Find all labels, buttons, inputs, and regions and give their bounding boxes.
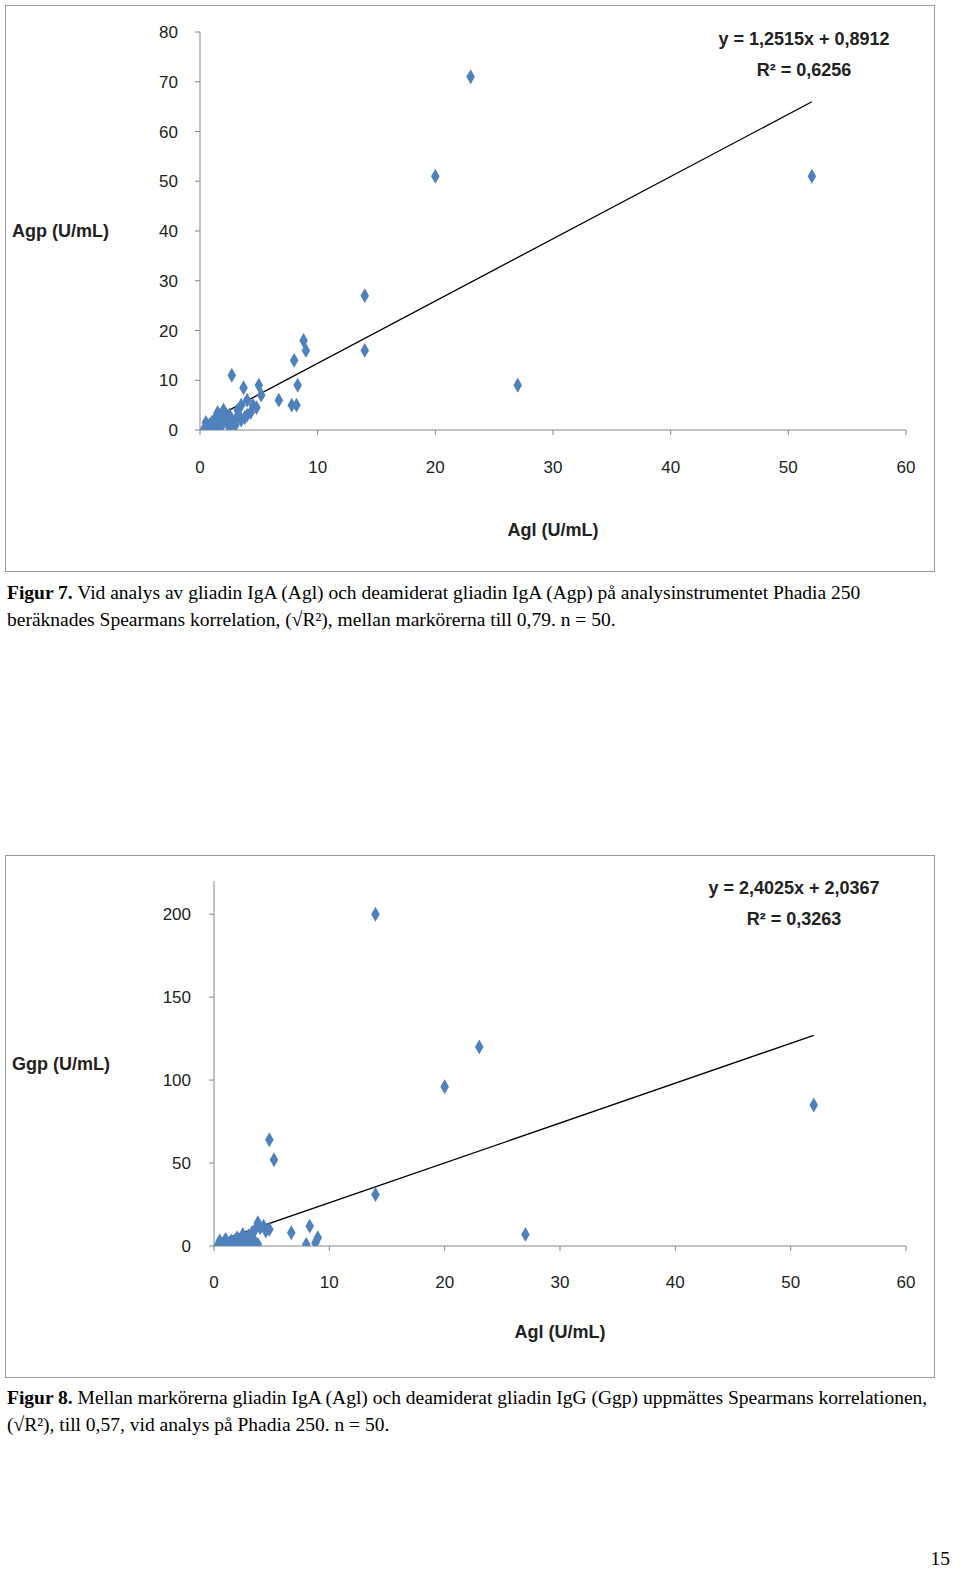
svg-text:80: 80: [159, 23, 178, 42]
svg-text:0: 0: [182, 1237, 191, 1256]
svg-text:20: 20: [426, 458, 445, 477]
svg-text:60: 60: [897, 1273, 916, 1292]
html-text:15: 15: [930, 1548, 950, 1569]
svg-text:Ggp (U/mL): Ggp (U/mL): [12, 1054, 110, 1074]
svg-text:50: 50: [779, 458, 798, 477]
svg-text:200: 200: [163, 905, 191, 924]
html-text:y = 1,2515x + 0,8912: y = 1,2515x + 0,8912: [718, 29, 890, 49]
svg-text:40: 40: [661, 458, 680, 477]
html-text:y = 2,4025x + 2,0367: y = 2,4025x + 2,0367: [708, 878, 880, 898]
svg-text:10: 10: [320, 1273, 339, 1292]
html-text:R² = 0,6256: R² = 0,6256: [756, 60, 852, 80]
svg-text:10: 10: [159, 371, 178, 390]
svg-text:30: 30: [159, 272, 178, 291]
svg-text:50: 50: [159, 172, 178, 191]
html-text:Figur 7. Vid analys av gliadin: Figur 7. Vid analys av gliadin IgA (Agl)…: [7, 582, 861, 630]
svg-text:30: 30: [544, 458, 563, 477]
svg-text:150: 150: [163, 988, 191, 1007]
svg-text:10: 10: [308, 458, 327, 477]
html-text:Figur 8. Mellan markörerna gli: Figur 8. Mellan markörerna gliadin IgA (…: [7, 1387, 928, 1435]
svg-text:0: 0: [169, 421, 178, 440]
svg-text:50: 50: [781, 1273, 800, 1292]
svg-text:50: 50: [172, 1154, 191, 1173]
svg-text:20: 20: [435, 1273, 454, 1292]
html-text:R² = 0,3263: R² = 0,3263: [746, 909, 842, 929]
svg-text:40: 40: [666, 1273, 685, 1292]
svg-text:0: 0: [195, 458, 204, 477]
svg-text:30: 30: [551, 1273, 570, 1292]
svg-text:40: 40: [159, 222, 178, 241]
svg-text:0: 0: [209, 1273, 218, 1292]
svg-text:20: 20: [159, 322, 178, 341]
svg-text:60: 60: [897, 458, 916, 477]
svg-text:Agl (U/mL): Agl (U/mL): [515, 1322, 606, 1342]
svg-text:60: 60: [159, 123, 178, 142]
svg-text:70: 70: [159, 73, 178, 92]
svg-text:Agp (U/mL): Agp (U/mL): [12, 221, 109, 241]
svg-text:100: 100: [163, 1071, 191, 1090]
svg-text:Agl (U/mL): Agl (U/mL): [508, 520, 599, 540]
